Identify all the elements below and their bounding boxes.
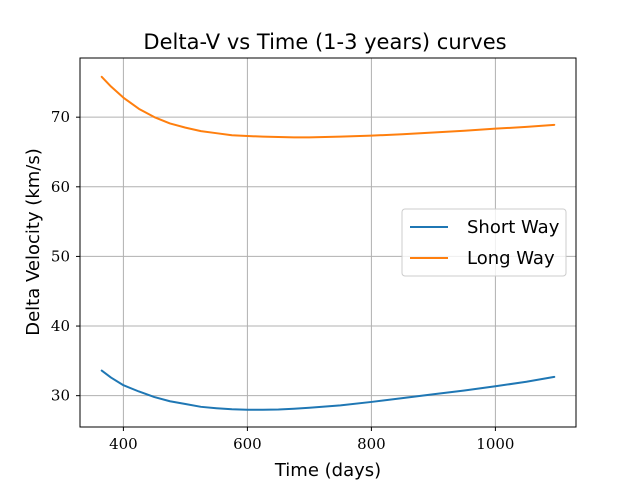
plot-frame — [79, 57, 577, 428]
series-line-long-way — [100, 75, 556, 139]
y-tick-label: 30 — [51, 387, 70, 405]
x-tick-label: 800 — [357, 435, 386, 453]
y-axis-label: Delta Velocity (km/s) — [23, 148, 44, 336]
y-tick-label: 40 — [51, 317, 70, 335]
axis-ticks: 400 600 800 1000 30 40 50 60 70 — [51, 108, 515, 453]
legend: Short Way Long Way — [401, 208, 567, 277]
legend-label-long-way: Long Way — [467, 248, 555, 269]
series-lines — [100, 75, 556, 411]
x-tick-label: 1000 — [476, 435, 514, 453]
series-line-short-way — [100, 369, 556, 411]
grid — [80, 58, 576, 427]
legend-box — [401, 208, 567, 277]
legend-label-short-way: Short Way — [467, 217, 560, 238]
x-tick-label: 600 — [233, 435, 262, 453]
x-axis-label: Time (days) — [274, 460, 381, 480]
y-tick-label: 70 — [51, 108, 70, 126]
x-tick-label: 400 — [109, 435, 138, 453]
y-tick-label: 50 — [51, 247, 70, 265]
y-tick-label: 60 — [51, 178, 70, 196]
chart-title: Delta-V vs Time (1-3 years) curves — [143, 30, 506, 54]
